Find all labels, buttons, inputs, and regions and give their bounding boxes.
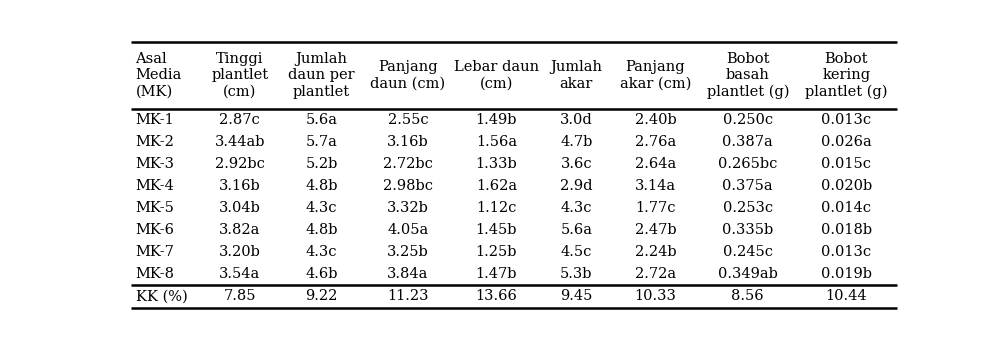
Text: 5.7a: 5.7a (305, 135, 337, 149)
Text: Lebar daun
(cm): Lebar daun (cm) (454, 60, 539, 91)
Text: Jumlah
daun per
plantlet: Jumlah daun per plantlet (288, 52, 355, 99)
Text: 0.375a: 0.375a (723, 179, 773, 193)
Text: 5.6a: 5.6a (305, 113, 337, 127)
Text: 7.85: 7.85 (224, 289, 256, 303)
Text: 5.6a: 5.6a (560, 223, 593, 237)
Text: 1.25b: 1.25b (476, 245, 517, 259)
Text: 2.24b: 2.24b (635, 245, 677, 259)
Text: 3.44ab: 3.44ab (215, 135, 265, 149)
Text: Asal
Media
(MK): Asal Media (MK) (136, 52, 182, 99)
Text: 1.77c: 1.77c (635, 201, 676, 215)
Text: MK-1: MK-1 (136, 113, 175, 127)
Text: 1.12c: 1.12c (476, 201, 517, 215)
Text: Bobot
basah
plantlet (g): Bobot basah plantlet (g) (707, 52, 789, 99)
Text: 5.2b: 5.2b (305, 157, 337, 171)
Text: 4.5c: 4.5c (561, 245, 592, 259)
Text: 0.015c: 0.015c (821, 157, 871, 171)
Text: 2.47b: 2.47b (635, 223, 677, 237)
Text: 2.9d: 2.9d (560, 179, 593, 193)
Text: 3.25b: 3.25b (387, 245, 429, 259)
Text: MK-2: MK-2 (136, 135, 175, 149)
Text: 1.33b: 1.33b (475, 157, 517, 171)
Text: 0.019b: 0.019b (821, 267, 872, 281)
Text: 4.05a: 4.05a (387, 223, 428, 237)
Text: Tinggi
plantlet
(cm): Tinggi plantlet (cm) (212, 52, 268, 99)
Text: 0.335b: 0.335b (723, 223, 773, 237)
Text: 9.22: 9.22 (305, 289, 337, 303)
Text: KK (%): KK (%) (136, 289, 188, 303)
Text: 1.47b: 1.47b (476, 267, 517, 281)
Text: MK-5: MK-5 (136, 201, 175, 215)
Text: 4.3c: 4.3c (305, 245, 337, 259)
Text: 4.8b: 4.8b (305, 223, 337, 237)
Text: 4.6b: 4.6b (305, 267, 337, 281)
Text: MK-8: MK-8 (136, 267, 175, 281)
Text: 4.3c: 4.3c (305, 201, 337, 215)
Text: 4.8b: 4.8b (305, 179, 337, 193)
Text: 0.253c: 0.253c (723, 201, 772, 215)
Text: 0.020b: 0.020b (820, 179, 872, 193)
Text: 10.44: 10.44 (825, 289, 867, 303)
Text: 13.66: 13.66 (475, 289, 517, 303)
Text: 9.45: 9.45 (560, 289, 593, 303)
Text: 4.3c: 4.3c (561, 201, 592, 215)
Text: 3.6c: 3.6c (561, 157, 592, 171)
Text: MK-3: MK-3 (136, 157, 175, 171)
Text: 0.265bc: 0.265bc (719, 157, 777, 171)
Text: 3.82a: 3.82a (220, 223, 260, 237)
Text: 0.387a: 0.387a (723, 135, 773, 149)
Text: 3.84a: 3.84a (387, 267, 428, 281)
Text: MK-7: MK-7 (136, 245, 175, 259)
Text: Jumlah
akar: Jumlah akar (550, 60, 603, 91)
Text: 2.72bc: 2.72bc (383, 157, 433, 171)
Text: 2.72a: 2.72a (635, 267, 676, 281)
Text: 0.013c: 0.013c (821, 113, 871, 127)
Text: 1.56a: 1.56a (476, 135, 517, 149)
Text: 1.45b: 1.45b (476, 223, 517, 237)
Text: 3.04b: 3.04b (219, 201, 260, 215)
Text: 2.76a: 2.76a (635, 135, 676, 149)
Text: 3.54a: 3.54a (220, 267, 260, 281)
Text: 0.349ab: 0.349ab (718, 267, 777, 281)
Text: 3.14a: 3.14a (635, 179, 676, 193)
Text: 3.16b: 3.16b (219, 179, 260, 193)
Text: 2.55c: 2.55c (387, 113, 428, 127)
Text: 2.92bc: 2.92bc (215, 157, 264, 171)
Text: 4.7b: 4.7b (560, 135, 593, 149)
Text: 8.56: 8.56 (732, 289, 764, 303)
Text: 2.98bc: 2.98bc (383, 179, 433, 193)
Text: 0.014c: 0.014c (821, 201, 871, 215)
Text: Bobot
kering
plantlet (g): Bobot kering plantlet (g) (805, 52, 887, 99)
Text: 3.0d: 3.0d (560, 113, 593, 127)
Text: 0.018b: 0.018b (821, 223, 872, 237)
Text: 2.87c: 2.87c (220, 113, 260, 127)
Text: Panjang
daun (cm): Panjang daun (cm) (370, 60, 445, 91)
Text: 1.62a: 1.62a (476, 179, 517, 193)
Text: 0.245c: 0.245c (723, 245, 772, 259)
Text: 10.33: 10.33 (635, 289, 677, 303)
Text: 3.16b: 3.16b (387, 135, 429, 149)
Text: 5.3b: 5.3b (560, 267, 593, 281)
Text: 0.013c: 0.013c (821, 245, 871, 259)
Text: 0.250c: 0.250c (723, 113, 772, 127)
Text: MK-6: MK-6 (136, 223, 175, 237)
Text: 3.32b: 3.32b (387, 201, 429, 215)
Text: 3.20b: 3.20b (219, 245, 260, 259)
Text: 1.49b: 1.49b (476, 113, 517, 127)
Text: 0.026a: 0.026a (821, 135, 872, 149)
Text: 11.23: 11.23 (387, 289, 428, 303)
Text: 2.64a: 2.64a (635, 157, 676, 171)
Text: 2.40b: 2.40b (635, 113, 677, 127)
Text: Panjang
akar (cm): Panjang akar (cm) (620, 60, 692, 91)
Text: MK-4: MK-4 (136, 179, 175, 193)
